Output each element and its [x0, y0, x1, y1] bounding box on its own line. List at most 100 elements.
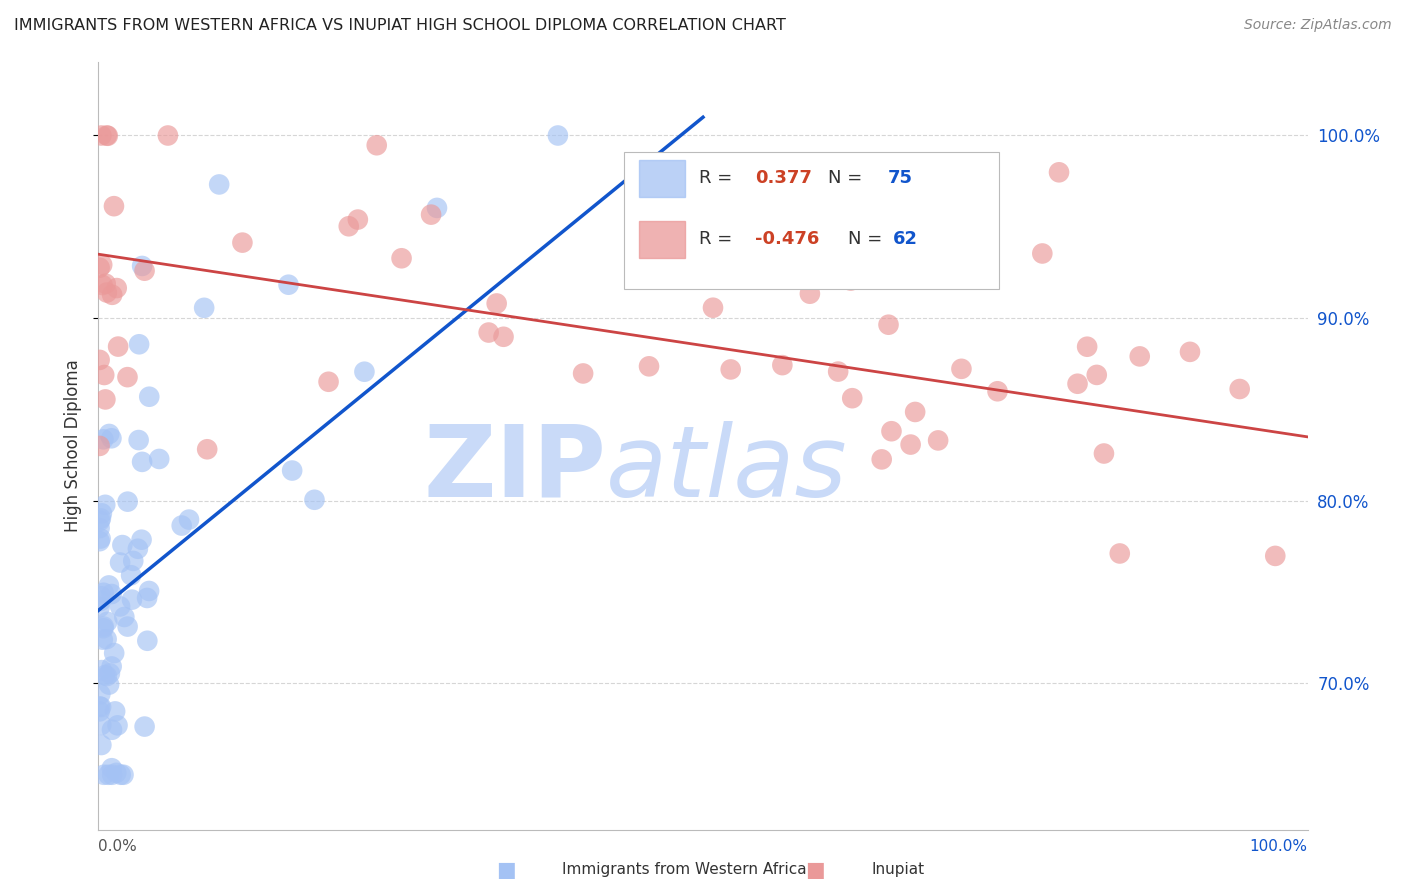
Point: [950, 361, 973, 376]
Point: [195, 442, 218, 457]
Point: [1047, 165, 1070, 179]
Point: [89, 704, 111, 718]
Point: [90, 511, 112, 525]
Point: [97, 578, 120, 592]
Text: 0.377: 0.377: [755, 169, 811, 186]
Text: -0.476: -0.476: [755, 230, 820, 248]
Point: [91, 278, 114, 293]
Point: [94, 392, 117, 407]
Point: [128, 433, 150, 447]
Text: N =: N =: [848, 230, 889, 248]
Point: [841, 391, 863, 405]
Point: [391, 252, 413, 266]
Point: [478, 326, 501, 340]
Point: [96, 128, 118, 143]
Text: Inupiat: Inupiat: [872, 863, 925, 877]
Text: IMMIGRANTS FROM WESTERN AFRICA VS INUPIAT HIGH SCHOOL DIPLOMA CORRELATION CHART: IMMIGRANTS FROM WESTERN AFRICA VS INUPIA…: [14, 18, 786, 33]
Point: [108, 556, 131, 570]
Point: [870, 452, 893, 467]
Point: [98, 677, 121, 691]
Point: [128, 337, 150, 351]
Point: [107, 718, 129, 732]
Text: atlas: atlas: [606, 420, 848, 517]
Point: [337, 219, 360, 234]
Point: [90, 700, 112, 714]
Point: [839, 274, 862, 288]
Point: [1092, 446, 1115, 460]
Point: [100, 431, 122, 445]
Point: [1108, 546, 1130, 560]
Point: [96, 632, 118, 646]
Point: [101, 768, 124, 782]
Text: R =: R =: [699, 230, 738, 248]
Point: [110, 768, 132, 782]
Point: [98, 427, 121, 442]
Point: [90, 718, 112, 732]
Point: [702, 301, 724, 315]
Point: [120, 568, 142, 582]
Point: [100, 587, 122, 601]
Point: [138, 390, 160, 404]
Point: [89, 534, 111, 549]
Bar: [638, 160, 685, 197]
Point: [138, 584, 160, 599]
Point: [94, 498, 117, 512]
Point: [1229, 382, 1251, 396]
Point: [877, 318, 900, 332]
Text: Immigrants from Western Africa: Immigrants from Western Africa: [562, 863, 807, 877]
Point: [208, 178, 231, 192]
Point: [547, 128, 569, 143]
Point: [917, 243, 939, 257]
Point: [101, 723, 124, 737]
Point: [90, 507, 112, 521]
Text: 0.0%: 0.0%: [98, 838, 138, 854]
Point: [93, 368, 115, 382]
Point: [426, 201, 449, 215]
Point: [904, 405, 927, 419]
Point: [93, 433, 115, 447]
Point: [900, 437, 922, 451]
Point: [420, 208, 443, 222]
Point: [91, 632, 114, 647]
Point: [134, 263, 156, 277]
Point: [872, 193, 894, 207]
Point: [89, 352, 111, 367]
Point: [952, 271, 974, 285]
Point: [492, 330, 515, 344]
Point: [880, 424, 903, 438]
Bar: [638, 221, 685, 258]
Point: [485, 296, 508, 310]
Point: [1264, 549, 1286, 563]
Point: [89, 687, 111, 701]
Point: [134, 720, 156, 734]
Point: [136, 591, 159, 605]
Point: [1031, 246, 1053, 260]
Point: [353, 365, 375, 379]
Point: [193, 301, 215, 315]
Point: [117, 370, 139, 384]
Point: [89, 514, 111, 528]
Point: [117, 494, 139, 508]
Point: [127, 541, 149, 556]
Point: [170, 518, 193, 533]
Point: [1066, 376, 1088, 391]
Point: [117, 619, 139, 633]
Point: [101, 288, 124, 302]
Point: [277, 277, 299, 292]
Y-axis label: High School Diploma: High School Diploma: [65, 359, 83, 533]
Point: [121, 592, 143, 607]
Point: [131, 259, 153, 273]
Point: [89, 439, 111, 453]
Point: [231, 235, 253, 250]
Point: [90, 532, 112, 546]
Point: [318, 375, 340, 389]
Point: [97, 128, 120, 143]
Point: [94, 277, 117, 291]
Point: [122, 554, 145, 568]
Point: [94, 668, 117, 682]
Point: [366, 138, 388, 153]
Point: [770, 358, 793, 372]
Point: [105, 765, 128, 780]
Point: [103, 646, 125, 660]
Point: [572, 367, 595, 381]
